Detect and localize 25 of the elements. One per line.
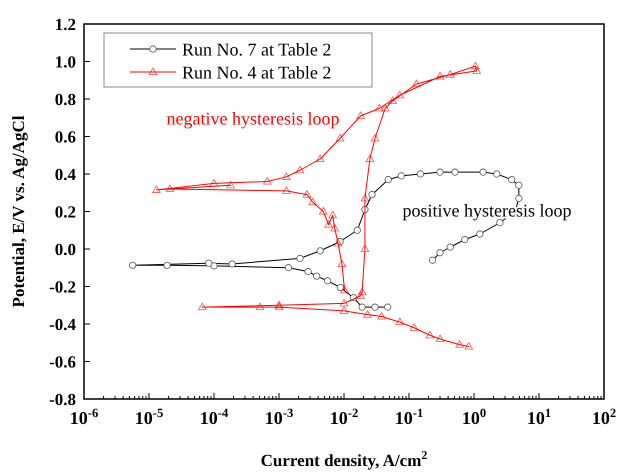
legend-label: Run No. 7 at Table 2 — [182, 39, 332, 60]
y-tick-label: 0.2 — [54, 202, 76, 222]
x-tick-label: 10$^{2}$ — [592, 406, 616, 428]
y-tick-label: 0.8 — [54, 90, 76, 109]
annotation: negative hysteresis loop — [166, 108, 340, 128]
y-tick-label: 1.0 — [54, 52, 76, 72]
y-tick-label: -0.4 — [49, 314, 76, 334]
x-tick-label: 10$^{-5}$ — [134, 406, 164, 428]
x-axis-title: Current density, A/cm$^{2}$ — [260, 448, 428, 470]
y-tick-label: 1.2 — [54, 14, 76, 34]
x-tick-label: 10$^{-3}$ — [264, 406, 294, 428]
y-tick-label: -0.8 — [49, 390, 76, 409]
x-tick-label: 10$^{-6}$ — [70, 406, 98, 428]
y-tick-label: -0.6 — [49, 352, 76, 372]
x-tick-label: 10$^{-2}$ — [330, 406, 358, 428]
x-tick-label: 10$^{0}$ — [462, 406, 486, 428]
x-tick-label: 10$^{-1}$ — [394, 406, 424, 428]
y-tick-label: 0.4 — [54, 164, 76, 184]
y-tick-label: -0.2 — [49, 277, 76, 296]
legend-label: Run No. 4 at Table 2 — [182, 62, 332, 82]
x-tick-label: 10$^{1}$ — [526, 406, 552, 428]
x-tick-label: 10$^{-4}$ — [200, 406, 229, 428]
y-tick-label: 0.0 — [54, 240, 76, 259]
y-axis-title: Potential, E/V vs. Ag/AgCl — [9, 115, 28, 308]
y-tick-label: 0.6 — [54, 127, 76, 146]
